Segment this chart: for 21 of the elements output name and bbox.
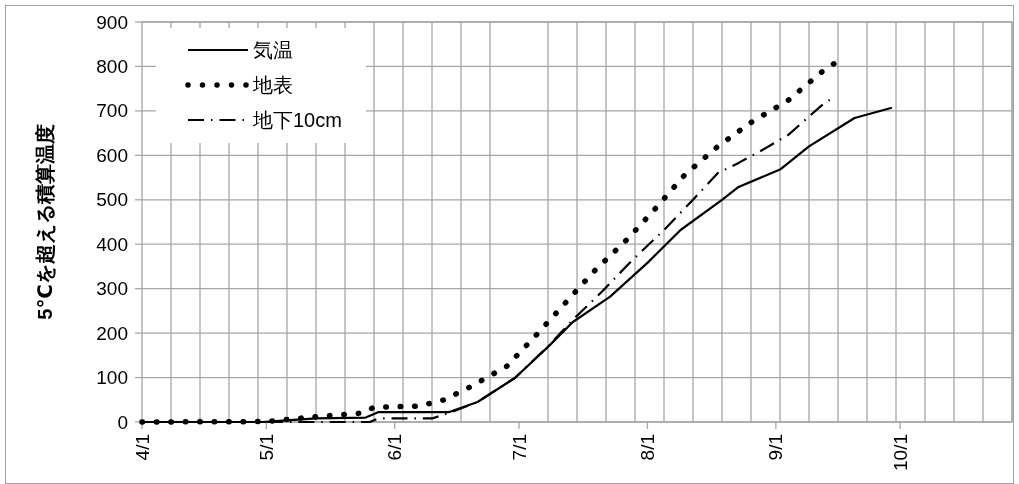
x-tick-label: 5/1 (255, 434, 277, 461)
legend-label: 地下10cm (252, 109, 342, 131)
legend-label: 地表 (252, 74, 293, 96)
y-tick-label: 400 (96, 233, 128, 255)
y-tick-label: 300 (96, 278, 128, 300)
y-tick-label: 100 (96, 367, 128, 389)
y-tick-label: 700 (96, 100, 128, 122)
y-tick-label: 200 (96, 322, 128, 344)
y-tick-label: 500 (96, 189, 128, 211)
x-tick-label: 4/1 (131, 434, 153, 461)
x-tick-label: 7/1 (508, 434, 530, 461)
x-tick-label: 10/1 (889, 434, 911, 471)
y-tick-label: 600 (96, 144, 128, 166)
y-tick-label: 0 (117, 411, 128, 433)
x-tick-label: 6/1 (384, 434, 406, 461)
y-axis-title: 5℃を超える積算温度 (34, 124, 56, 320)
x-tick-label: 9/1 (765, 434, 787, 461)
legend-label: 気温 (253, 39, 293, 61)
y-tick-label: 900 (96, 11, 128, 33)
y-tick-label: 800 (96, 55, 128, 77)
x-tick-label: 8/1 (636, 434, 658, 461)
